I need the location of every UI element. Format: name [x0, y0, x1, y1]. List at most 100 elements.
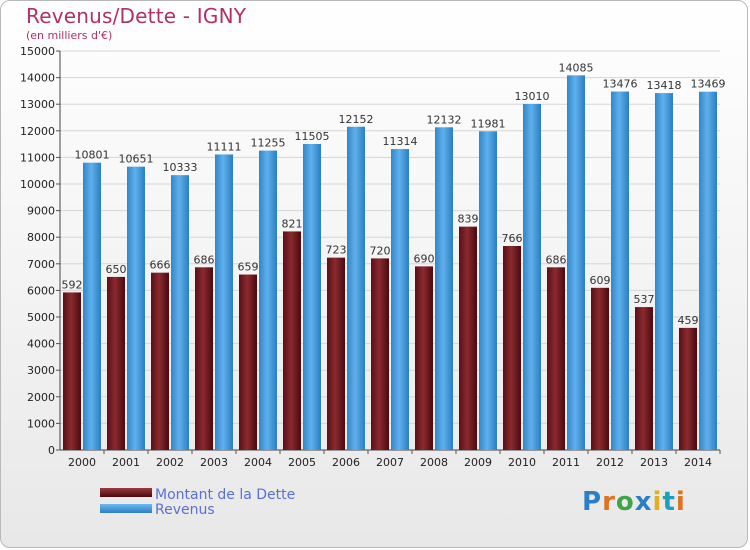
bar-revenue [699, 91, 717, 450]
logo-letter: t [662, 487, 676, 517]
logo-letter: r [602, 487, 616, 517]
x-tick-label: 2008 [420, 456, 448, 469]
bar-revenue [655, 93, 673, 450]
legend-swatch-revenue [100, 504, 152, 513]
y-tick-label: 3000 [27, 364, 55, 377]
x-tick-label: 2014 [684, 456, 712, 469]
y-tick-label: 5000 [27, 311, 55, 324]
bar-debt [195, 267, 213, 450]
logo-letter: i [675, 487, 686, 517]
bar-debt [459, 226, 477, 450]
y-tick-label: 9000 [27, 205, 55, 218]
y-tick-label: 6000 [27, 284, 55, 297]
logo-letter: P [582, 487, 603, 517]
x-tick-label: 2013 [640, 456, 668, 469]
bar-debt [679, 327, 697, 450]
data-label-debt: 686 [194, 253, 215, 266]
bar-revenue [127, 166, 145, 450]
data-label-debt: 666 [150, 259, 171, 272]
y-tick-label: 14000 [20, 72, 55, 85]
data-label-revenue: 14085 [559, 61, 594, 74]
data-label-debt: 650 [106, 263, 127, 276]
bar-revenue [391, 149, 409, 450]
data-label-revenue: 10651 [119, 153, 154, 166]
bar-debt [63, 292, 81, 450]
y-tick-label: 7000 [27, 258, 55, 271]
data-label-debt: 720 [370, 244, 391, 257]
x-tick-label: 2002 [156, 456, 184, 469]
bar-debt [503, 246, 521, 450]
logo-letter: o [615, 487, 635, 517]
data-label-debt: 821 [282, 217, 303, 230]
data-label-debt: 766 [502, 232, 523, 245]
y-tick-label: 11000 [20, 151, 55, 164]
data-labels: 592 10801 650 10651 666 10333 686 11111 659 11255… [62, 61, 726, 327]
axes: 0 1000 2000 3000 4000 5000 6000 7000 8000 9000 100… [20, 45, 721, 469]
bar-debt [415, 266, 433, 450]
y-tick-label: 12000 [20, 125, 55, 138]
data-label-debt: 592 [62, 278, 83, 291]
data-label-debt: 537 [634, 293, 655, 306]
legend-label-debt: Montant de la Dette [155, 487, 295, 503]
grid-lines [60, 50, 720, 451]
x-tick-label: 2012 [596, 456, 624, 469]
y-tick-label: 0 [48, 444, 55, 457]
bar-debt [371, 258, 389, 450]
bar-revenue [523, 103, 541, 451]
data-label-revenue: 11505 [295, 130, 330, 143]
bars [63, 75, 717, 451]
logo-letter: i [652, 487, 663, 517]
data-label-revenue: 13476 [603, 78, 638, 91]
bar-debt [547, 267, 565, 450]
bar-revenue [567, 75, 585, 451]
data-label-revenue: 13418 [647, 79, 682, 92]
bar-debt [591, 287, 609, 450]
data-label-debt: 686 [546, 253, 567, 266]
y-tick-label: 10000 [20, 178, 55, 191]
bar-revenue [611, 91, 629, 451]
proxiti-logo: Proxiti [582, 487, 686, 517]
bar-revenue [83, 162, 101, 450]
x-tick-label: 2005 [288, 456, 316, 469]
y-tick-label: 13000 [20, 98, 55, 111]
y-tick-label: 8000 [27, 231, 55, 244]
data-label-debt: 659 [238, 261, 259, 274]
data-label-revenue: 12152 [339, 113, 374, 126]
x-tick-label: 2007 [376, 456, 404, 469]
data-label-revenue: 13010 [515, 90, 550, 103]
data-label-debt: 839 [458, 213, 479, 226]
data-label-revenue: 13469 [691, 78, 726, 91]
data-label-debt: 459 [678, 314, 699, 327]
bar-revenue [435, 127, 453, 450]
y-tick-label: 1000 [27, 417, 55, 430]
x-tick-label: 2004 [244, 456, 272, 469]
legend: Montant de la Dette Revenus [100, 487, 295, 518]
legend-label-revenue: Revenus [155, 502, 215, 518]
chart-subtitle: (en milliers d'€) [26, 29, 113, 42]
data-label-revenue: 11255 [251, 137, 286, 150]
data-label-revenue: 10801 [75, 149, 110, 162]
x-tick-label: 2003 [200, 456, 228, 469]
x-tick-label: 2001 [112, 456, 140, 469]
data-label-revenue: 11981 [471, 117, 506, 130]
x-tick-label: 2011 [552, 456, 580, 469]
data-label-debt: 723 [326, 244, 347, 257]
data-label-revenue: 10333 [163, 161, 198, 174]
x-tick-label: 2009 [464, 456, 492, 469]
bar-debt [635, 307, 653, 450]
data-label-revenue: 11314 [383, 135, 418, 148]
y-tick-label: 2000 [27, 391, 55, 404]
bar-revenue [479, 131, 497, 450]
bar-revenue [171, 175, 189, 450]
logo-letter: x [634, 487, 653, 517]
x-tick-label: 2000 [68, 456, 96, 469]
x-tick-label: 2010 [508, 456, 536, 469]
y-tick-label: 15000 [20, 45, 55, 58]
bar-debt [107, 276, 125, 450]
legend-swatch-debt [100, 488, 152, 497]
bar-revenue [259, 150, 277, 450]
bar-debt [283, 231, 301, 450]
bar-debt [239, 274, 257, 450]
data-label-revenue: 11111 [207, 140, 242, 153]
